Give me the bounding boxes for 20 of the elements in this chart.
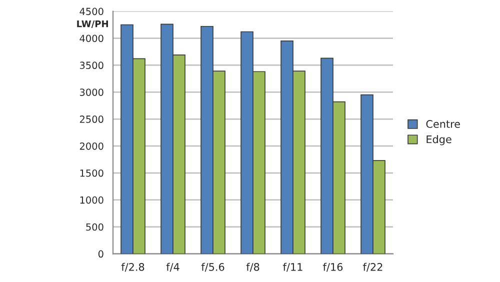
y-tick-label: 500: [86, 223, 104, 231]
x-tick-label: f/4: [166, 262, 180, 272]
legend-label: Edge: [426, 135, 452, 146]
y-tick-label: 1000: [80, 196, 104, 204]
y-tick-label: 4000: [80, 34, 104, 42]
legend-label: Centre: [426, 120, 460, 128]
x-tick-label: f/16: [323, 262, 343, 272]
y-tick-label: 3500: [80, 62, 104, 70]
y-tick-label: 4500: [80, 8, 104, 16]
y-tick-label: 1500: [80, 169, 104, 177]
y-tick-label: 2000: [80, 142, 104, 150]
y-axis-title: LW/PH: [77, 20, 108, 28]
y-tick-label: 2500: [80, 116, 104, 123]
x-tick-label: f/8: [246, 262, 260, 272]
y-tick-label: 0: [98, 250, 104, 258]
x-tick-label: f/2.8: [121, 262, 144, 272]
x-tick-label: f/5.6: [201, 262, 224, 272]
x-tick-label: f/11: [283, 262, 302, 272]
y-tick-label: 3000: [80, 88, 104, 96]
x-tick-label: f/22: [363, 262, 382, 272]
